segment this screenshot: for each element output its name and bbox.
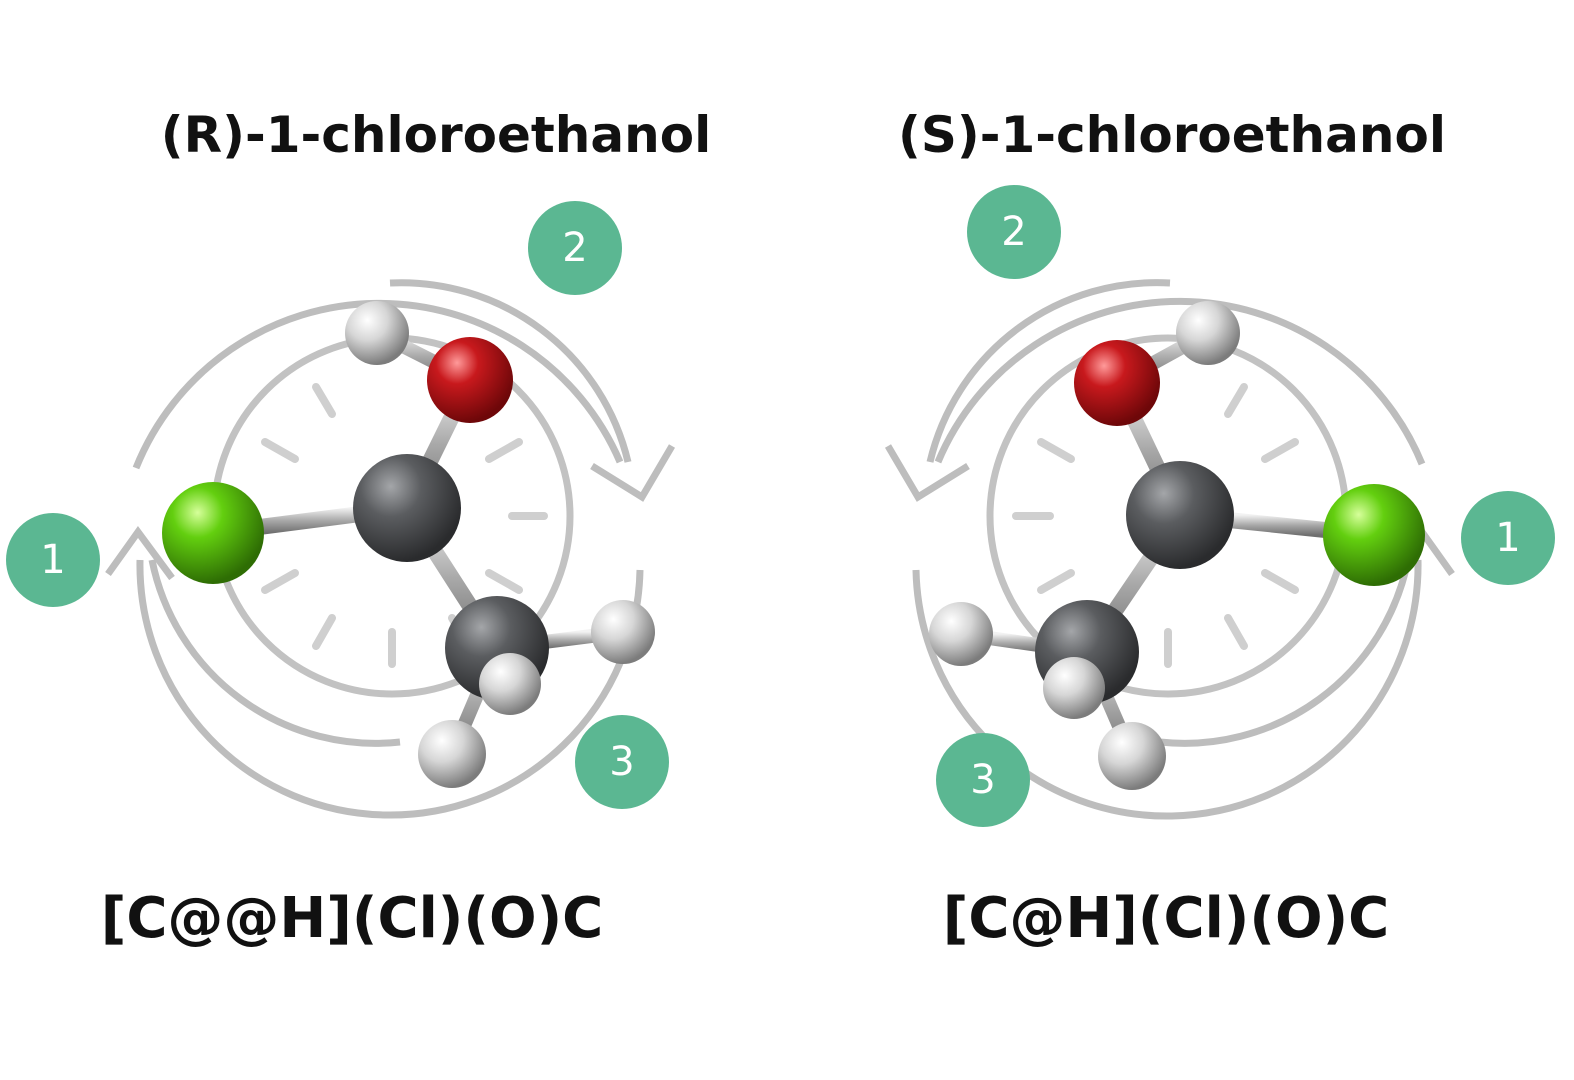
svg-text:3: 3 [609, 739, 634, 785]
enantiomer-name-title: (R)-1-chloroethanol [161, 106, 711, 164]
smiles-string: [C@@H](Cl)(O)C [101, 886, 604, 951]
smiles-string: [C@H](Cl)(O)C [943, 886, 1390, 951]
priority-badge-1: 1 [6, 513, 100, 607]
chiral-carbon-atom [353, 454, 461, 562]
svg-text:1: 1 [40, 537, 65, 583]
chlorine-atom [1323, 484, 1425, 586]
hydrogen-atom [1043, 657, 1105, 719]
oxygen-atom [1074, 340, 1160, 426]
molecule-model-r [162, 301, 655, 788]
svg-text:2: 2 [1001, 209, 1026, 255]
hydrogen-atom [1098, 722, 1166, 790]
chiral-carbon-atom [1126, 461, 1234, 569]
enantiomer-name-title: (S)-1-chloroethanol [898, 106, 1446, 164]
molecule-model-s [929, 301, 1425, 790]
hydrogen-atom [591, 600, 655, 664]
priority-badge-1: 1 [1461, 491, 1555, 585]
panel-r-enantiomer: (R)-1-chloroethanol [6, 106, 711, 951]
chlorine-atom [162, 482, 264, 584]
priority-badge-2: 2 [967, 185, 1061, 279]
hydrogen-atom [345, 301, 409, 365]
svg-text:2: 2 [562, 225, 587, 271]
hydrogen-atom [479, 653, 541, 715]
hydrogen-atom [1176, 301, 1240, 365]
svg-text:3: 3 [970, 757, 995, 803]
priority-badge-2: 2 [528, 201, 622, 295]
priority-badge-3: 3 [575, 715, 669, 809]
hydrogen-atom [929, 602, 993, 666]
panel-s-enantiomer: (S)-1-chloroethanol [884, 106, 1555, 951]
priority-badge-3: 3 [936, 733, 1030, 827]
hydrogen-atom [418, 720, 486, 788]
svg-text:1: 1 [1495, 515, 1520, 561]
oxygen-atom [427, 337, 513, 423]
